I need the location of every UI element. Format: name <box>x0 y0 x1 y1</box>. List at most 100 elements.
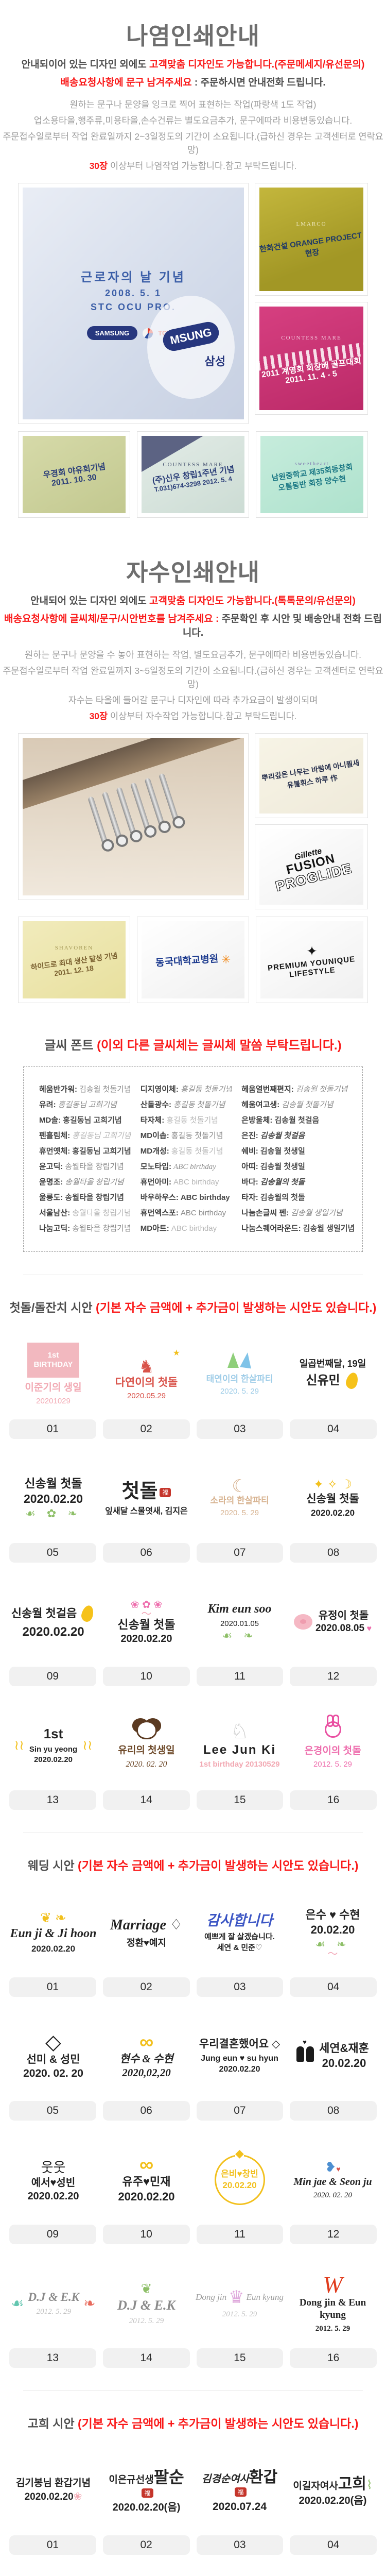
row2: 2020.08.05 ♥ <box>315 1622 372 1634</box>
design-sample-w03: 감사합니다 예쁘게 잘 살겠습니다. 세연 & 민준♡ <box>204 1913 275 1952</box>
design-number: 02 <box>102 1977 190 1997</box>
fonts-title-plain: 글씨 폰트 <box>44 1039 97 1053</box>
design-number: 06 <box>102 1543 190 1563</box>
design-number: 03 <box>196 1419 284 1439</box>
design-number: 05 <box>9 2101 96 2121</box>
moon-rabbit-icon: ☾ <box>232 1477 248 1497</box>
fonts-column-1: 헤움반가워: 김송월 첫돌기념 유려: 홍길동님 고희기념 MD솔: 홍길동님 고희기… <box>39 1080 131 1238</box>
design-sample-08: ✦ ✧ ☽ 신송월 첫돌 2020.02.20 <box>306 1477 359 1518</box>
design-number: 14 <box>102 1790 190 1810</box>
diamond-ring-icon: ◆ 은비♥창빈 20.02.20 <box>214 2148 265 2205</box>
font-entry: MD개성: 홍길동 첫돌기념 <box>140 1147 223 1156</box>
towel-photo-frame: ✦ PREMIUM YOUNIQUE LIFESTYLE <box>256 917 368 1003</box>
design-number: 06 <box>102 2101 190 2121</box>
design-sample-13: ≀≀ 1st Sin yu yeong 2020.02.20 ≀≀ <box>9 1709 97 1782</box>
print-photo-grid: 근로자의 날 기념 2008. 5. 1 STC OCU PRO. SAMSUN… <box>18 183 368 518</box>
photo-row: 뿌리깊은 나무는 바람에 아니뮐새 유불휘스 하루 作 Gillette FUS… <box>18 733 368 909</box>
fonts-heading: 글씨 폰트 (이외 다른 글씨체는 글씨체 말씀 부탁드립니다.) <box>0 1035 386 1053</box>
design-number: 11 <box>196 1667 284 1686</box>
font-entry: 디지영이체: 홍길동 첫돌기념 <box>140 1085 233 1094</box>
print-body-3: 주문접수일로부터 작업 완료일까지 2~3일정도의 기간이 소요됩니다.(급하신… <box>3 131 383 155</box>
font-entry: 바다: 김송월의 첫돌 <box>241 1178 305 1187</box>
font-entry: 유려: 홍길동님 고희기념 <box>39 1100 117 1109</box>
towel-fold <box>142 436 203 472</box>
hospital-towel-photo: 동국대학교병원 ✳ <box>142 921 244 998</box>
samsung-logo: SAMSUNG <box>86 326 138 340</box>
mint-towel-photo: sweetheart 남원중학교 제35회동창회 오름동반 회장 양수현 <box>260 436 363 513</box>
design-sample-09: 신송월 첫걸음 2020.02.20 <box>9 1585 97 1658</box>
design-number: 14 <box>102 2348 190 2368</box>
font-entry: 은진: 김송월 첫걸음 <box>241 1131 305 1140</box>
design-sample-w14: ❦ D.J & E.K 2012. 5. 29 <box>117 2280 176 2325</box>
towel-photo-frame: COUNTESS MARE (주)신우 창립1주년 기념 T.031)674-3… <box>137 431 249 518</box>
towel-photo-frame: sweetheart 남원중학교 제35회동창회 오름동반 회장 양수현 <box>256 431 368 518</box>
design-number: 08 <box>290 1543 377 1563</box>
first-birthday-section-title: 첫돌/돌잔치 시안 (기본 자수 금액에 + 추가금이 발생하는 시안도 있습니… <box>9 1301 377 1314</box>
design-row: ☙ D.J & E.K 2012. 5. 29 ❧ ❦ D.J & E.K 2012. 5… <box>9 2267 377 2340</box>
design-row: 신송월 첫걸음 2020.02.20 ❀ ✿ ❀ 〜 신송월 첫돌 2020.02.20… <box>9 1585 377 1658</box>
design-number-row: 09 10 11 12 <box>9 2225 377 2244</box>
towel-photo-frame: COUNTESS MARE 2011 계영회 회장배 골프대회 2011. 11… <box>255 302 368 415</box>
embroidery-machine-photo <box>23 738 244 895</box>
green-towel-photo: 우경회 야유회기념 2011. 10. 30 <box>23 436 126 513</box>
flower-logo-icon: ✳ <box>221 953 231 966</box>
row: 유정이 첫돌 2020.08.05 ♥ <box>293 1609 372 1635</box>
pink-towel-photo: COUNTESS MARE 2011 계영회 회장배 골프대회 2011. 11… <box>259 307 363 410</box>
towel-text: 한화건설 ORANGE PROJECT 현장 <box>259 230 362 259</box>
fortune-stamp-icon: 福 <box>142 2488 153 2498</box>
font-entry: MD솔: 홍길동님 고희기념 <box>39 1116 122 1125</box>
embroidery-minimum: 30장 이상부터 자수작업 가능합니다.참고 부탁드립니다. <box>0 709 386 723</box>
needle-bar-icon <box>87 773 180 845</box>
min-rest: 이상부터 나염작업 가능합니다.참고 부탁드립니다. <box>108 161 297 171</box>
fortune-stamp-icon: 福 <box>235 2487 247 2497</box>
photo-right-column: 뿌리깊은 나무는 바람에 아니뮐새 유불휘스 하루 作 Gillette FUS… <box>255 733 368 909</box>
fonts-column-2: 디지영이체: 홍길동 첫돌기념 산돌광수: 홍길동 첫돌기념 타자체: 홍길동 첫돌기… <box>141 1080 232 1238</box>
towel-text: 동국대학교병원 <box>155 953 219 969</box>
font-entry: 모노타입: ABC birthday <box>140 1162 216 1171</box>
design-row: ≀≀ 1st Sin yu yeong 2020.02.20 ≀≀ 유리의 첫생일 20… <box>9 1709 377 1782</box>
baby-foot-icon <box>344 1371 360 1390</box>
party-hats-icon <box>226 1351 253 1374</box>
wedding-rings-icon: ∞ <box>139 2154 154 2176</box>
design-row: ◇ 선미 & 성민 2020. 02. 20 ∞ 현수 & 수현 2020,02,2… <box>9 2020 377 2093</box>
flourish-icon: ❦ ❧ <box>40 1909 66 1925</box>
towel-text-group: Gillette FUSION PROGLIDE <box>269 841 354 894</box>
font-entry: MD아트: ABC birthday <box>140 1224 217 1233</box>
brand-label: SHAVOREN <box>55 945 94 951</box>
design-number: 13 <box>9 2348 96 2368</box>
design-number-row: 13 14 15 16 <box>9 1790 377 1810</box>
design-number: 13 <box>9 1790 96 1810</box>
pig-icon <box>293 1614 312 1630</box>
mermaid-icon: ☙ <box>11 2295 24 2312</box>
product-detail-page: 나염인쇄안내 안내되이어 있는 디자인 외에도 고객맞춤 디자인도 가능합니다.… <box>0 18 386 2576</box>
font-entry: 나눔스퀘어라운드: 김송월 생일기념 <box>241 1224 355 1233</box>
design-number: 04 <box>290 2535 377 2555</box>
font-entry: 휴먼엑스포: ABC birthday <box>140 1209 226 1217</box>
towel-text: 뿌리깊은 나무는 바람에 아니뮐새 유불휘스 하루 作 <box>261 758 360 790</box>
font-entry: MD이솝: 홍길동 첫돌기념 <box>140 1131 223 1140</box>
brand-label: COUNTESS MARE <box>281 334 342 341</box>
photo-row: SHAVOREN 하이드로 최대 생산 달성 기념 2011. 12. 18 동… <box>18 917 368 1003</box>
design-number: 03 <box>196 1977 284 1997</box>
design-number: 01 <box>9 1977 96 1997</box>
laurel-wreath-icon: ☙ ✿ ❧ <box>25 1506 81 1520</box>
design-sample-14: 유리의 첫생일 2020. 02. 20 <box>102 1709 190 1782</box>
design-row: 신송월 첫돌 2020.02.20 ☙ ✿ ❧ 첫돌 福 잎새달 스물엿새, 김지은 … <box>9 1462 377 1535</box>
font-entry: 쉐비: 김송월 첫생일 <box>241 1147 305 1156</box>
embroidery-body-3: 자수는 타올에 들어갈 문구나 디자인에 따라 추가요금이 발생이되며 <box>68 695 318 705</box>
design-sample-06: 첫돌 福 잎새달 스물엿새, 김지은 <box>102 1462 190 1535</box>
design-number: 03 <box>196 2535 284 2555</box>
intro-red: 고객맞춤 디자인도 가능합니다.(톡톡문의/유선문의) <box>149 596 356 606</box>
font-entry: 휴먼아미: ABC birthday <box>140 1178 219 1187</box>
design-number: 04 <box>290 1419 377 1439</box>
design-number: 01 <box>9 2535 96 2555</box>
font-entry: 나눔고딕: 송월타올 창립기념 <box>39 1224 131 1233</box>
leaf-sprig-icon: ❦ <box>141 2280 152 2296</box>
min-qty: 30장 <box>89 711 108 721</box>
design-sample-15: ♘ Lee Jun Ki 1st birthday 20130529 <box>199 1720 280 1769</box>
design-sample-12: 유정이 첫돌 2020.08.05 ♥ <box>289 1585 377 1658</box>
yellow-towel-photo: SHAVOREN 하이드로 최대 생산 달성 기념 2011. 12. 18 <box>23 921 126 998</box>
fortune-stamp-icon: 福 <box>160 1487 171 1498</box>
design-sample-h02: 이은규선생팔순福 2020.02.20(음) <box>102 2454 190 2527</box>
design-number-row: 05 06 07 08 <box>9 2101 377 2121</box>
